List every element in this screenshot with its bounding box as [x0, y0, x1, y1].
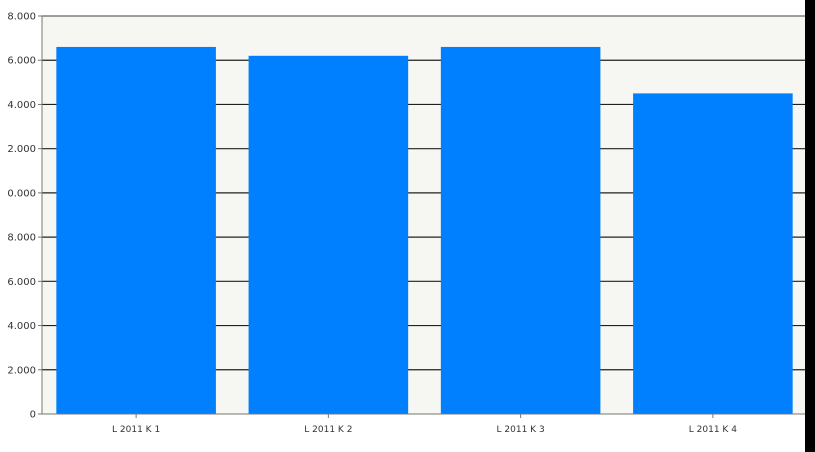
- x-category-label: L 2011 K 1: [112, 425, 160, 435]
- y-tick-label: 0.000: [7, 188, 36, 199]
- x-category-label: L 2011 K 3: [497, 425, 545, 435]
- y-tick-label: 0: [30, 410, 36, 421]
- bar: [440, 46, 601, 414]
- x-category-label: L 2011 K 2: [304, 425, 352, 435]
- y-tick-label: 2.000: [7, 365, 36, 376]
- y-tick-label: 6.000: [7, 56, 36, 67]
- x-category-label: L 2011 K 4: [689, 425, 737, 435]
- right-edge-shadow: [805, 0, 815, 452]
- y-tick-label: 4.000: [7, 321, 36, 332]
- y-tick-label: 8.000: [7, 12, 36, 23]
- y-tick-label: 8.000: [7, 233, 36, 244]
- y-tick-label: 4.000: [7, 100, 36, 111]
- y-axis-tick-labels: 0 2.000 4.000 6.000 8.000 0.000 2.000 4.000 6.00…: [7, 12, 42, 421]
- x-axis-category-labels: L 2011 K 1 L 2011 K 2 L 2011 K 3 L 2011 K 4: [112, 414, 737, 435]
- bars: [56, 46, 793, 415]
- bar: [248, 55, 409, 415]
- bar: [56, 46, 216, 414]
- y-tick-label: 2.000: [7, 144, 36, 155]
- bar: [633, 93, 793, 414]
- y-tick-label: 6.000: [7, 277, 36, 288]
